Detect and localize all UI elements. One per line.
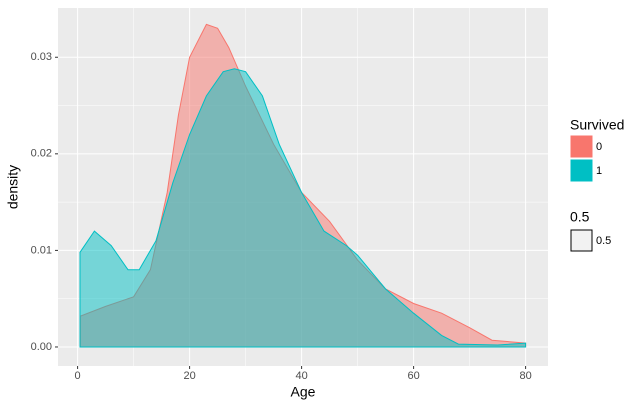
legend-key — [570, 135, 593, 158]
alpha-legend-key — [570, 229, 593, 252]
density-area — [79, 68, 527, 348]
y-tick-label: 0.02 — [31, 148, 52, 160]
y-tick-label: 0.01 — [31, 244, 52, 256]
y-axis-title: density — [5, 165, 21, 209]
legend-title: Survived — [570, 117, 624, 133]
alpha-legend-label: 0.5 — [596, 235, 611, 247]
legend-key — [570, 159, 593, 182]
x-tick-label: 20 — [183, 370, 195, 382]
legend-label: 0 — [596, 141, 602, 153]
areas — [79, 23, 527, 348]
x-tick-label: 40 — [295, 370, 307, 382]
legend-label: 1 — [596, 165, 602, 177]
alpha-legend-title: 0.5 — [570, 209, 590, 225]
x-tick-label: 80 — [519, 370, 531, 382]
x-axis-title: Age — [291, 384, 316, 400]
y-tick-label: 0.00 — [31, 341, 52, 353]
x-tick-label: 0 — [75, 370, 81, 382]
y-tick-label: 0.03 — [31, 51, 52, 63]
x-tick-label: 60 — [407, 370, 419, 382]
